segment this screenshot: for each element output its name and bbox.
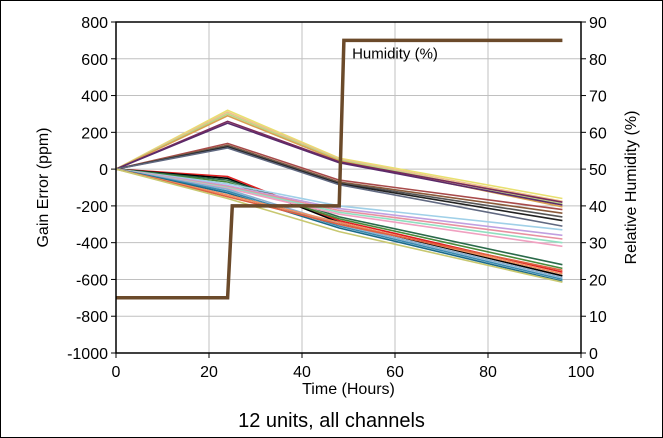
gain-error-line-16 (115, 168, 563, 231)
y-tick-label: 800 (81, 15, 108, 32)
y-tick-label: -800 (76, 309, 108, 326)
y2-tick-label: 70 (589, 89, 607, 106)
y2-axis-title: Relative Humidity (%) (623, 111, 640, 265)
gain-error-line-25 (115, 168, 563, 272)
y2-tick-label: 30 (589, 236, 607, 253)
y-tick-label: 400 (81, 89, 108, 106)
y-tick-label: 200 (81, 125, 108, 142)
y2-tick-label: 20 (589, 272, 607, 289)
x-tick-label: 40 (293, 364, 311, 381)
y2-tick-label: 10 (589, 309, 607, 326)
x-tick-label: 20 (200, 364, 218, 381)
y2-tick-label: 60 (589, 125, 607, 142)
plot-border (115, 21, 582, 354)
y-tick-label: -600 (76, 272, 108, 289)
y-tick-label: 600 (81, 52, 108, 69)
y-axis-title: Gain Error (ppm) (35, 127, 52, 247)
y-tick-label: -400 (76, 236, 108, 253)
y2-tick-label: 80 (589, 52, 607, 69)
humidity-line (116, 38, 563, 300)
gain-error-line-2 (115, 111, 563, 203)
gain-error-line-1 (115, 109, 563, 200)
humidity-annotation: Humidity (%) (352, 45, 438, 62)
y-tick-label: -200 (76, 199, 108, 216)
x-axis-title: Time (Hours) (302, 381, 395, 398)
chart-svg: Humidity (%)0 20 40 60 80 100-1000-800-600-40… (35, 15, 640, 398)
y2-tick-label: 40 (589, 199, 607, 216)
x-tick-label: 100 (568, 364, 595, 381)
y2-tick-label: 50 (589, 162, 607, 179)
y2-tick-label: 90 (589, 15, 607, 32)
gain-error-line-5 (115, 120, 563, 203)
y2-tick-label: 0 (589, 346, 598, 363)
x-tick-label: 0 (112, 364, 121, 381)
x-tick-label: 80 (479, 364, 497, 381)
gain-error-line-7 (115, 142, 563, 211)
gain-error-line-11 (115, 147, 563, 227)
gain-error-line-6 (115, 122, 563, 206)
y-tick-label: -1000 (67, 346, 108, 363)
gain-error-line-26 (115, 168, 563, 283)
y-tick-label: 0 (99, 162, 108, 179)
chart-caption: 12 units, all channels (238, 410, 425, 432)
gain-error-line-24 (115, 168, 563, 275)
x-tick-label: 60 (386, 364, 404, 381)
